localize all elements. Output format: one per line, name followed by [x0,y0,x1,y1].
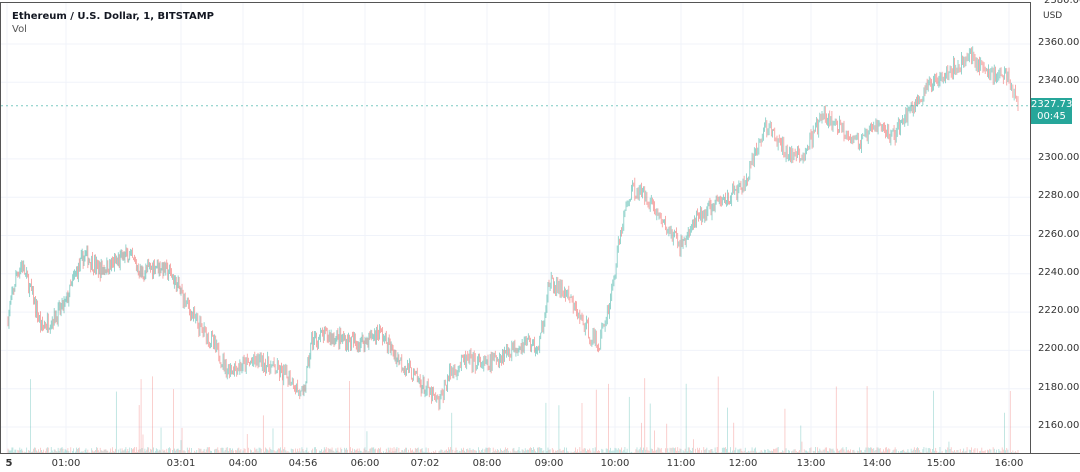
time-tick-label: 5 [5,458,13,469]
time-tick-label: 16:00 [994,458,1024,469]
time-tick-label: 04:56 [288,458,318,469]
time-tick-label: 14:00 [862,458,892,469]
time-tick-label: 13:00 [796,458,826,469]
time-tick-label: 09:00 [534,458,564,469]
time-tick-label: 07:02 [410,458,440,469]
price-tick-label: 2300.00 [1038,151,1080,163]
currency-label: USD [1043,11,1063,21]
symbol-title[interactable]: Ethereum / U.S. Dollar, 1, BITSTAMP [12,11,214,22]
time-tick-label: 04:00 [228,458,258,469]
price-tick-label: 2360.00 [1038,37,1080,48]
price-tick-label: 2260.00 [1038,228,1080,240]
time-tick-label: 11:00 [666,458,696,469]
time-tick-label: 12:00 [728,458,758,469]
time-tick-label: 01:00 [51,458,81,469]
current-price-value: 2327.73 [1031,98,1073,110]
current-price-label: 2327.73 00:45 [1031,97,1073,124]
time-tick-label: 06:00 [350,458,380,469]
volume-indicator-label[interactable]: Vol [12,24,27,35]
price-tick-label: 2240.00 [1038,266,1080,278]
plot-border [0,2,1031,454]
price-tick-label: 2280.00 [1038,190,1080,202]
price-tick-label: 2180.00 [1038,381,1080,393]
time-tick-label: 10:00 [600,458,630,469]
price-tick-label: 2220.00 [1038,305,1080,317]
time-tick-label: 08:00 [472,458,502,469]
bar-countdown: 00:45 [1037,110,1066,122]
time-tick-label: 15:00 [926,458,956,469]
price-tick-label: 2340.00 [1038,75,1080,87]
price-tick-label: 2160.00 [1038,420,1080,431]
chart-legend: Ethereum / U.S. Dollar, 1, BITSTAMP Vol [12,10,214,36]
time-tick-label: 03:01 [166,458,196,469]
price-tick-label: 2200.00 [1038,343,1080,355]
price-tick-label: 2380.00 [1044,0,1080,6]
